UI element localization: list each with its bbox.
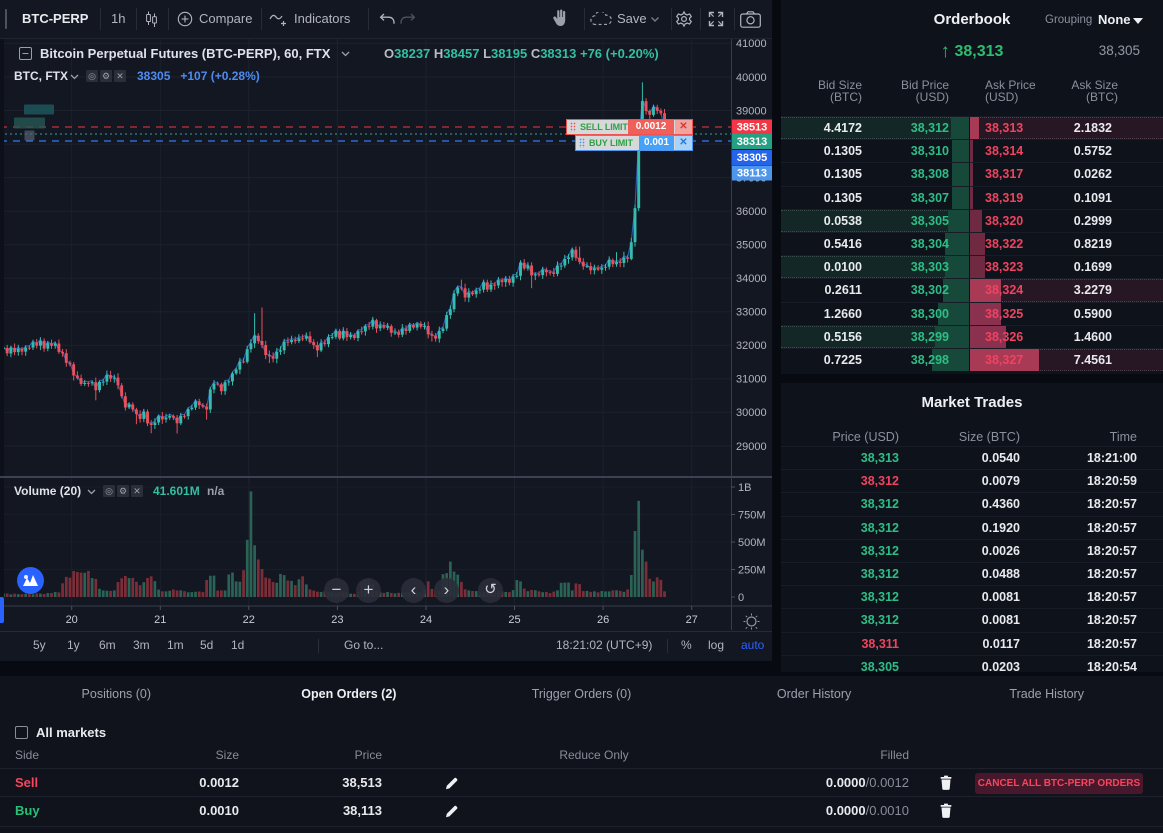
svg-text:38113: 38113: [737, 168, 767, 180]
svg-text:30000: 30000: [736, 407, 767, 419]
svg-text:26: 26: [597, 614, 609, 626]
svg-text:38313: 38313: [737, 136, 768, 148]
svg-text:750M: 750M: [738, 509, 766, 521]
svg-text:27: 27: [686, 614, 698, 626]
svg-text:20: 20: [66, 614, 78, 626]
svg-text:38305: 38305: [737, 152, 768, 164]
svg-text:34000: 34000: [736, 273, 767, 285]
svg-text:36000: 36000: [736, 206, 767, 218]
svg-text:23: 23: [331, 614, 343, 626]
svg-text:29000: 29000: [736, 441, 767, 453]
svg-text:33000: 33000: [736, 307, 767, 319]
svg-text:1B: 1B: [738, 482, 751, 494]
svg-text:25: 25: [508, 614, 520, 626]
svg-text:41000: 41000: [736, 38, 767, 50]
svg-text:22: 22: [243, 614, 255, 626]
svg-text:35000: 35000: [736, 240, 767, 252]
svg-text:21: 21: [154, 614, 166, 626]
svg-text:250M: 250M: [738, 564, 766, 576]
svg-text:40000: 40000: [736, 72, 767, 84]
svg-text:31000: 31000: [736, 374, 767, 386]
svg-text:38513: 38513: [737, 122, 768, 134]
svg-text:0: 0: [738, 592, 744, 604]
svg-text:39000: 39000: [736, 105, 767, 117]
svg-text:32000: 32000: [736, 340, 767, 352]
svg-text:24: 24: [420, 614, 432, 626]
svg-text:500M: 500M: [738, 537, 766, 549]
